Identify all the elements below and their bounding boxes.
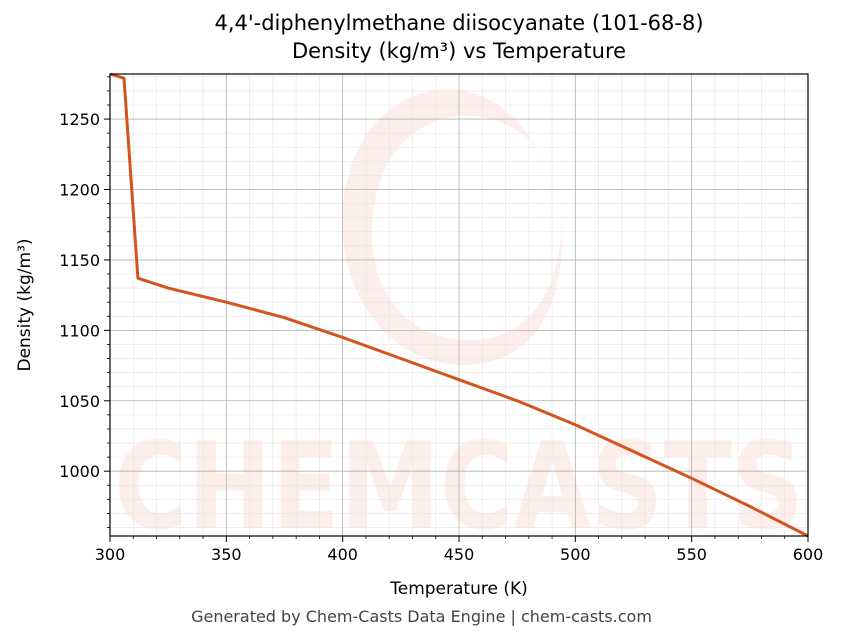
x-tick-label: 400 [327,545,358,564]
x-tick-label: 500 [560,545,591,564]
footer-credit: Generated by Chem-Casts Data Engine | ch… [191,607,652,626]
y-tick-label: 1150 [59,251,100,270]
x-tick-label: 450 [444,545,475,564]
x-tick-label: 550 [676,545,707,564]
y-tick-label: 1200 [59,181,100,200]
x-tick-label: 600 [793,545,824,564]
y-tick-label: 1100 [59,321,100,340]
y-tick-label: 1050 [59,392,100,411]
y-axis: 1000 1050 1100 1150 1200 1250 [59,76,110,528]
y-tick-label: 1250 [59,110,100,129]
y-tick-label: 1000 [59,462,100,481]
watermark-swirl-icon [342,89,563,366]
x-tick-label: 300 [95,545,126,564]
x-axis: 300 350 400 450 500 550 600 [95,536,824,564]
density-series-line [109,72,809,538]
chart-title: 4,4'-diphenylmethane diisocyanate (101-6… [214,11,704,35]
chart-subtitle: Density (kg/m³) vs Temperature [291,39,627,63]
series-layer [109,72,809,538]
x-axis-label: Temperature (K) [389,579,528,599]
y-axis-label: Density (kg/m³) [15,238,35,371]
x-tick-label: 350 [211,545,242,564]
